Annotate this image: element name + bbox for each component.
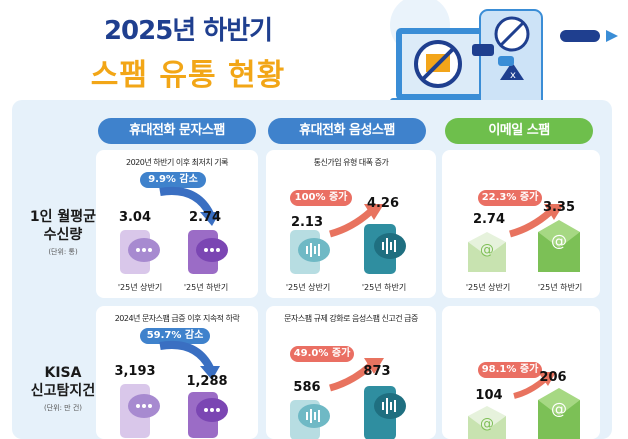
value-email-after: 3.35	[542, 200, 576, 215]
arrow-up-icon	[329, 358, 384, 392]
arrow-up-icon	[329, 204, 384, 238]
arrow-up-icon	[509, 204, 564, 238]
row-unit: (단위: 통)	[48, 248, 78, 256]
arrow-down-icon	[159, 187, 220, 226]
badge-sms-monthly: 9.9% 감소	[140, 172, 206, 188]
badge-email-monthly: 22.3% 증가	[478, 190, 542, 206]
value-sms-before: 3.04	[118, 210, 152, 225]
envelope-at-icon: @	[538, 388, 580, 439]
value-voice-kisa-before: 586	[293, 380, 321, 395]
svg-text:x: x	[510, 70, 516, 81]
svg-text:@: @	[551, 231, 567, 250]
badge-email-kisa: 98.1% 증가	[478, 362, 542, 378]
value-voice-after: 4.26	[366, 196, 400, 211]
svg-text:@: @	[551, 399, 567, 418]
phone-voice-icon	[364, 386, 406, 439]
row-label-line1: KISA	[44, 365, 82, 381]
arrow-up-icon	[513, 372, 556, 399]
caption-voice-kisa: 문자스팸 규제 강화로 음성스팸 신고건 급증	[284, 314, 418, 323]
row-label-line1: 1인 월평균	[29, 209, 97, 225]
column-header-voice: 휴대전화 음성스팸	[268, 118, 426, 144]
period-after-label: '25년 하반기	[537, 283, 583, 292]
caption-sms-monthly: 2020년 하반기 이후 최저치 기록	[126, 158, 229, 167]
period-before-label: '25년 상반기	[285, 283, 331, 292]
period-before-label: '25년 상반기	[117, 283, 163, 292]
value-email-before: 2.74	[472, 212, 506, 227]
svg-text:@: @	[480, 242, 494, 258]
value-email-kisa-before: 104	[475, 388, 503, 403]
phone-chat-icon	[120, 384, 160, 438]
badge-voice-monthly: 100% 증가	[290, 190, 352, 206]
phone-voice-icon	[290, 230, 330, 274]
phone-chat-icon	[120, 230, 160, 274]
row-label-kisa: KISA 신고탐지건 (단위: 만 건)	[18, 364, 108, 413]
envelope-at-icon: @	[468, 406, 506, 439]
envelope-at-icon: @	[468, 232, 506, 272]
badge-sms-kisa: 59.7% 감소	[140, 328, 210, 344]
column-header-email: 이메일 스팸	[445, 118, 593, 144]
phone-chat-icon	[188, 392, 228, 438]
row-label-monthly: 1인 월평균 수신량 (단위: 통)	[18, 208, 108, 257]
page-subtitle: 스팸 유통 현황	[90, 58, 286, 93]
value-voice-kisa-after: 873	[363, 364, 391, 379]
caption-sms-kisa: 2024년 문자스팸 급증 이후 지속적 하락	[114, 314, 240, 323]
value-email-kisa-after: 206	[539, 370, 567, 385]
value-sms-kisa-after: 1,288	[186, 374, 228, 389]
column-header-sms: 휴대전화 문자스팸	[98, 118, 256, 144]
value-sms-kisa-before: 3,193	[114, 364, 156, 379]
svg-text:@: @	[480, 416, 494, 432]
value-sms-after: 2.74	[188, 210, 222, 225]
phone-chat-icon	[188, 230, 228, 274]
row-label-line2: 수신량	[43, 227, 83, 243]
card-email-monthly	[442, 150, 600, 298]
envelope-at-icon: @	[538, 220, 580, 272]
value-voice-before: 2.13	[290, 215, 324, 230]
caption-voice-monthly: 통신가입 유형 대폭 증가	[313, 158, 389, 167]
row-unit: (단위: 만 건)	[43, 404, 83, 412]
phone-voice-icon	[290, 400, 330, 439]
arrow-down-icon	[159, 341, 220, 380]
page-title: 2025년 하반기	[103, 16, 273, 46]
badge-voice-kisa: 49.0% 증가	[290, 346, 354, 362]
period-after-label: '25년 하반기	[361, 283, 407, 292]
period-before-label: '25년 상반기	[465, 283, 511, 292]
row-label-line2: 신고탐지건	[30, 383, 96, 399]
period-after-label: '25년 하반기	[183, 283, 229, 292]
spam-block-illustration-icon: x	[390, 0, 618, 110]
phone-voice-icon	[364, 224, 406, 274]
